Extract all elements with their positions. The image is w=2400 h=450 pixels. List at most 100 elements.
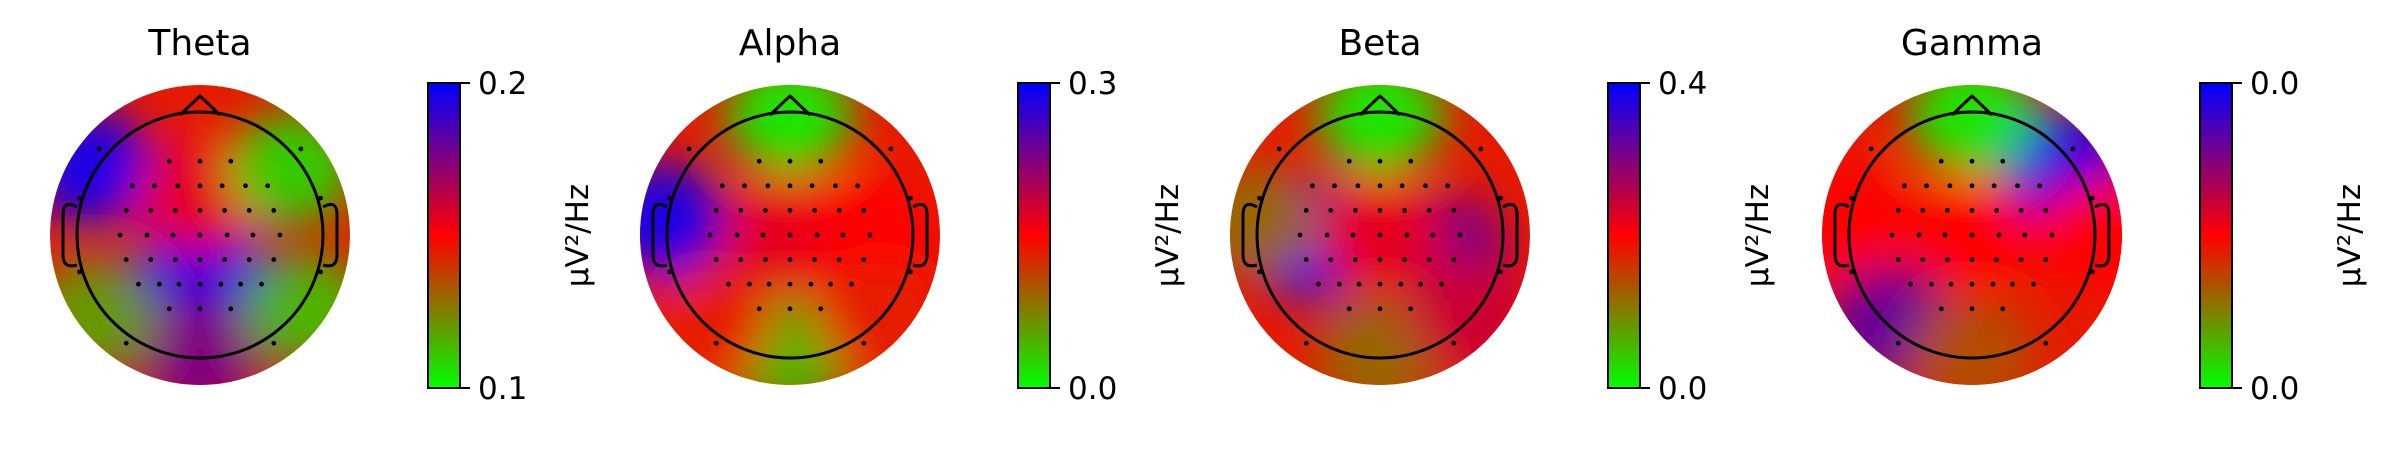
electrode-dot [123, 257, 129, 262]
electrode-dot [1324, 232, 1330, 238]
electrode-dot [1895, 340, 1901, 346]
electrode-dot [1969, 208, 1975, 213]
electrode-dot [1990, 281, 1996, 287]
panel-title: Beta [1338, 23, 1421, 64]
electrode-dot [1377, 306, 1383, 312]
electrode-dot [1303, 208, 1309, 213]
electrode-dot [1377, 183, 1383, 189]
electrode-dot [228, 158, 234, 164]
electrode-dot [2043, 257, 2049, 262]
electrode-dot [1996, 232, 2002, 238]
electrode-dot [197, 306, 203, 312]
electrode-dot [176, 281, 182, 287]
electrode-dot [1350, 232, 1356, 238]
electrode-dot [1849, 195, 1854, 201]
electrode-dot [1426, 257, 1432, 262]
head-outline [665, 110, 915, 360]
hotspot-left-temporal [1230, 163, 1316, 277]
electrode-dot [1303, 257, 1309, 262]
topomap-panel-gamma: Gamma 0.0 0.0 µV²/Hz [1822, 23, 2368, 407]
electrode-dot [812, 208, 817, 213]
electrode-dot [1942, 232, 1948, 238]
colorbar-unit-label: µV²/Hz [560, 184, 596, 287]
electrode-group [667, 146, 913, 346]
electrode-dot [1276, 146, 1282, 152]
electrode-dot [1849, 269, 1854, 275]
panel-title: Theta [147, 23, 251, 64]
hotspot-right-temporal [2036, 178, 2122, 292]
electrode-dot [707, 232, 713, 238]
electrode-dot [812, 257, 817, 262]
electrode-dot [218, 281, 224, 287]
scalp-heatmap [50, 85, 350, 385]
electrode-dot [808, 281, 814, 287]
electrode-dot [173, 208, 178, 213]
electrode-dot [1889, 232, 1895, 238]
electrode-dot [250, 232, 256, 238]
electrode-dot [318, 195, 323, 201]
electrode-dot [2090, 195, 2095, 201]
electrode-dot [1945, 208, 1950, 213]
electrode-dot [1920, 208, 1926, 213]
electrode-dot [1337, 281, 1342, 287]
electrode-dot [2049, 232, 2055, 238]
electrode-dot [888, 146, 894, 152]
electrode-dot [1947, 183, 1953, 189]
electrode-dot [763, 208, 768, 213]
left-ear-outline [651, 202, 668, 268]
electrode-dot [1257, 269, 1262, 275]
electrode-dot [833, 183, 838, 189]
electrode-dot [148, 257, 154, 262]
hotspot-frontal [1317, 85, 1443, 172]
electrode-dot [1439, 281, 1444, 287]
electrode-dot [840, 232, 846, 238]
hotspot-frontal [727, 85, 853, 172]
electrode-dot [1451, 208, 1457, 213]
hotspot-left-temporal [640, 163, 726, 277]
electrode-dot [173, 257, 178, 262]
electrode-dot [2090, 269, 2095, 275]
electrode-dot [1377, 208, 1383, 213]
nose-outline [178, 94, 222, 117]
head-outline [75, 110, 325, 360]
electrode-dot [1901, 183, 1907, 189]
hotspot-occipital [137, 298, 263, 385]
electrode-dot [1478, 146, 1484, 152]
electrode-dot [1404, 232, 1410, 238]
electrode-dot [197, 208, 203, 213]
electrode-dot [787, 306, 793, 312]
electrode-dot [1297, 232, 1303, 238]
electrode-dot [1418, 281, 1423, 287]
electrode-dot [1916, 232, 1922, 238]
electrode-dot [836, 257, 842, 262]
electrode-dot [1924, 183, 1929, 189]
electrode-dot [1377, 158, 1383, 164]
colorbar [1017, 82, 1051, 389]
colorbar-min-label: 0.0 [1068, 371, 1117, 407]
electrode-dot [809, 183, 815, 189]
electrode-dot [1938, 158, 1944, 164]
electrode-dot [1969, 281, 1975, 287]
electrode-dot [1920, 257, 1926, 262]
electrode-dot [756, 158, 762, 164]
electrode-dot [1402, 208, 1407, 213]
electrode-dot [787, 183, 793, 189]
colorbar-unit-label: µV²/Hz [1150, 184, 1186, 287]
electrode-dot [1994, 208, 1999, 213]
colorbar-max-label: 0.0 [2250, 66, 2299, 102]
electrode-dot [259, 281, 264, 287]
electrode-dot [1398, 281, 1404, 287]
hotspot-right-temporal-low [245, 253, 350, 367]
electrode-dot [2037, 183, 2043, 189]
electrode-dot [152, 183, 157, 189]
electrode-dot [836, 208, 842, 213]
electrode-dot [1328, 208, 1334, 213]
electrode-dot [1257, 195, 1262, 201]
electrode-dot [246, 257, 252, 262]
topomap-panel-theta: Theta 0.2 0.1 µV²/Hz [50, 23, 596, 407]
electrode-dot [219, 183, 225, 189]
electrode-dot [2015, 183, 2020, 189]
colorbar [1607, 82, 1641, 389]
electrode-dot [2043, 340, 2049, 346]
electrode-dot [2000, 306, 2006, 312]
